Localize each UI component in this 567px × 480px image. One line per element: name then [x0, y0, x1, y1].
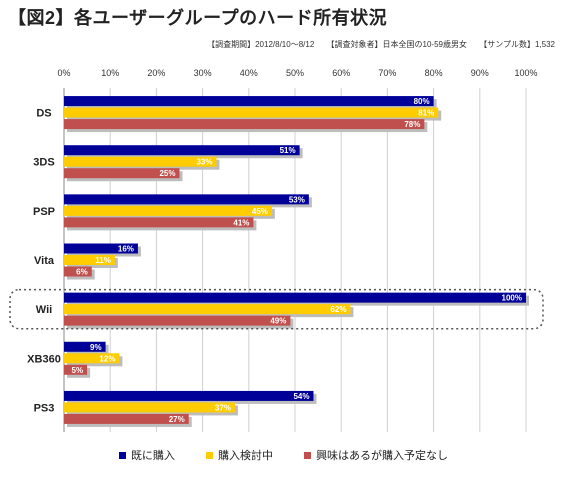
bar-2 — [64, 168, 180, 179]
bar-1 — [64, 304, 351, 315]
x-tick-label: 80% — [425, 68, 443, 78]
x-tick-label: 10% — [101, 68, 119, 78]
bar-1 — [64, 402, 235, 413]
legend-item-considering: 購入検討中 — [206, 447, 273, 463]
data-label: 11% — [95, 256, 111, 265]
data-label: 45% — [252, 207, 268, 216]
data-label: 5% — [72, 366, 84, 375]
survey-target: 【調査対象者】日本全国の10-59歳男女 — [326, 40, 467, 49]
bar-0 — [64, 390, 314, 401]
x-tick-label: 40% — [240, 68, 258, 78]
highlight-box — [9, 288, 544, 330]
bar-2 — [64, 119, 425, 130]
legend-swatch-interested — [304, 451, 312, 459]
data-label: 54% — [293, 392, 309, 401]
data-label: 9% — [90, 343, 102, 352]
data-label: 53% — [289, 195, 305, 204]
x-tick-label: 70% — [378, 68, 396, 78]
data-label: 41% — [233, 218, 249, 227]
category-label: Vita — [34, 255, 55, 267]
chart-title: 【図2】各ユーザーグループのハード所有状況 — [8, 8, 388, 28]
x-tick-label: 90% — [471, 68, 489, 78]
legend-item-owned: 既に購入 — [118, 447, 175, 463]
legend-swatch-considering — [206, 451, 213, 459]
bar-chart: 0% 10% 20% 30% 40% 50% 60% 70% 80% 90% 100% DS 80% 81… — [9, 68, 544, 432]
category-label: 3DS — [33, 157, 54, 169]
x-tick-label: 100% — [514, 68, 537, 78]
bar-2 — [64, 315, 291, 326]
survey-meta: 【調査期間】2012/8/10～8/12 【調査対象者】日本全国の10-59歳男… — [197, 39, 555, 50]
legend-label-interested: 興味はあるが購入予定なし — [316, 450, 449, 462]
data-label: 25% — [159, 169, 175, 178]
x-tick-label: 20% — [147, 68, 165, 78]
bar-1 — [64, 205, 272, 216]
data-label: 6% — [76, 268, 88, 277]
bar-0 — [64, 96, 434, 107]
data-label: 16% — [118, 245, 134, 254]
x-tick-label: 30% — [194, 68, 212, 78]
data-label: 62% — [330, 305, 346, 314]
bar-1 — [64, 353, 120, 364]
x-tick-label: 60% — [332, 68, 350, 78]
x-tick-label: 0% — [57, 68, 70, 78]
data-label: 80% — [414, 97, 430, 106]
x-tick-label: 50% — [286, 68, 304, 78]
bar-2 — [64, 413, 189, 424]
bar-0 — [64, 243, 138, 254]
data-label: 49% — [270, 317, 286, 326]
data-label: 33% — [196, 158, 212, 167]
bar-1 — [64, 255, 115, 265]
legend-swatch-owned — [118, 451, 126, 459]
legend-label-owned: 既に購入 — [130, 450, 175, 462]
bar-0 — [64, 292, 526, 303]
category-label: Wii — [36, 304, 52, 316]
data-label: 12% — [99, 354, 115, 363]
bar-2 — [64, 364, 88, 375]
data-label: 51% — [280, 146, 296, 155]
survey-period: 【調査期間】2012/8/10～8/12 — [207, 40, 315, 49]
category-label: DS — [36, 108, 51, 120]
survey-sample: 【サンプル数】1,532 — [479, 40, 555, 49]
bar-0 — [64, 194, 309, 205]
bar-2 — [64, 266, 92, 277]
legend-label-considering: 購入検討中 — [218, 450, 273, 462]
bar-1 — [64, 107, 439, 118]
category-label: XB360 — [27, 353, 61, 365]
data-label: 37% — [215, 403, 231, 412]
bar-1 — [64, 156, 217, 167]
bar-0 — [64, 341, 106, 352]
chart-legend: 既に購入 購入検討中 興味はあるが購入予定なし — [0, 447, 567, 463]
data-label: 81% — [418, 109, 434, 118]
data-label: 78% — [404, 120, 420, 129]
legend-item-interested: 興味はあるが購入予定なし — [304, 447, 448, 463]
category-label: PS3 — [34, 402, 55, 414]
category-label: PSP — [33, 206, 55, 218]
bar-2 — [64, 217, 254, 228]
data-label: 27% — [169, 415, 185, 424]
bar-0 — [64, 145, 300, 156]
data-label: 100% — [502, 294, 522, 303]
